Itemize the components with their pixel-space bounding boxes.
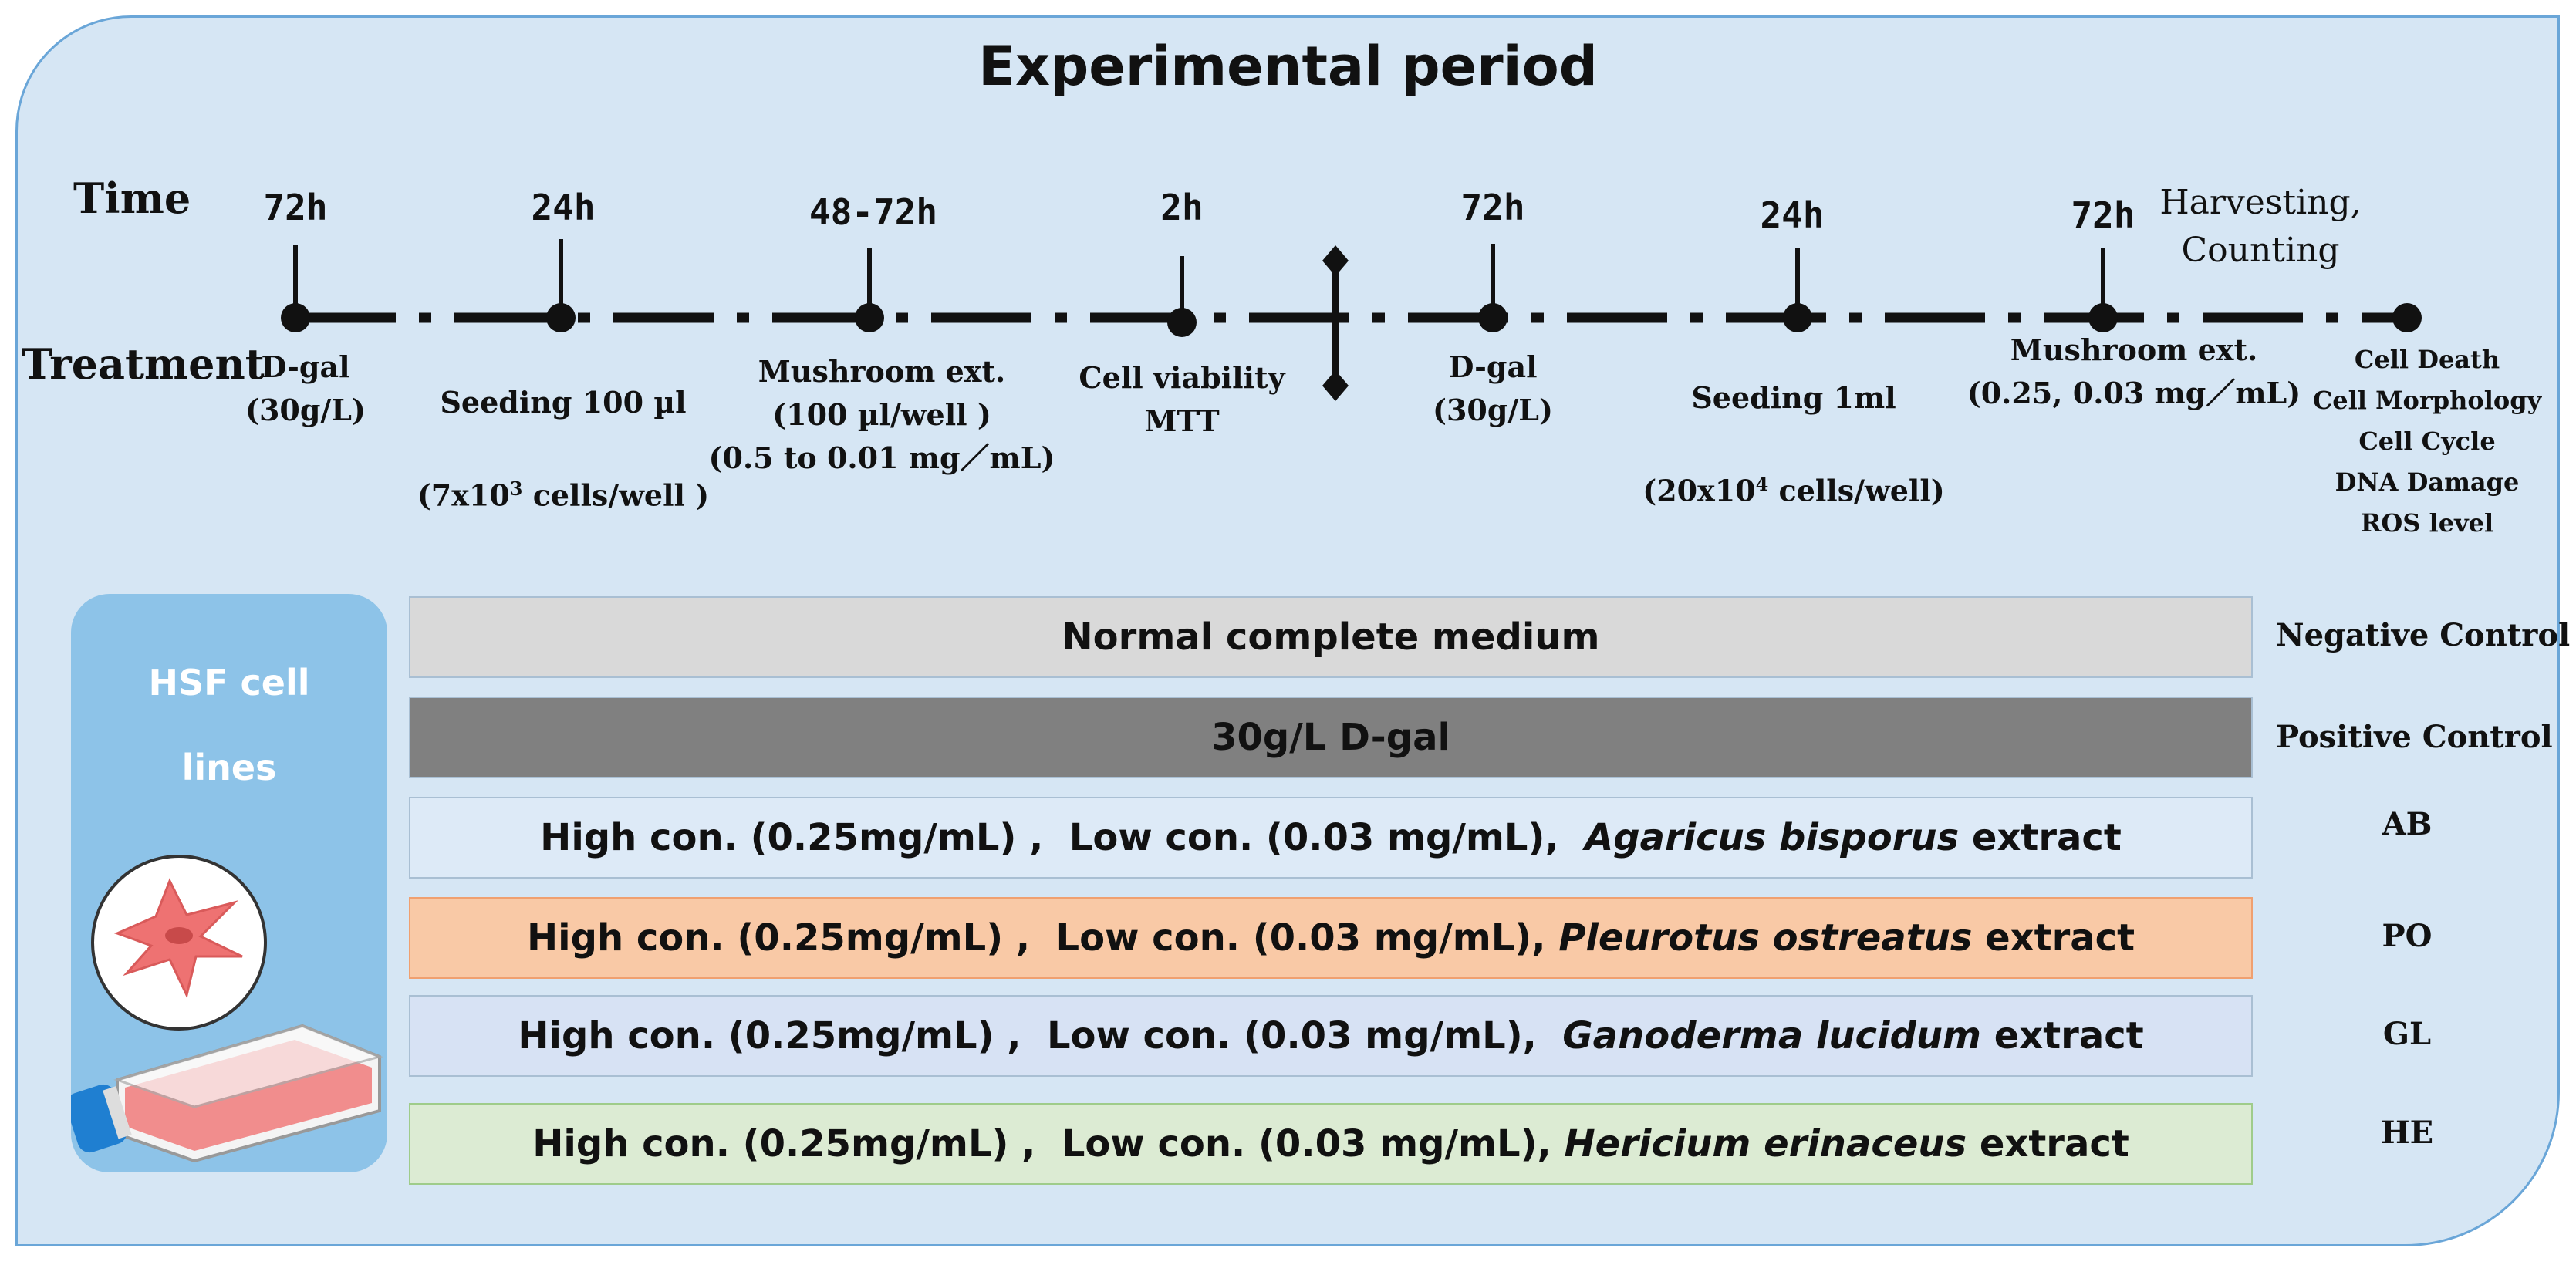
treatment-label: D-gal (30g/L)	[245, 349, 366, 427]
assay-item: DNA Damage	[2335, 467, 2520, 497]
group-label: PO	[2382, 918, 2433, 954]
group-bar-gl: High con. (0.25mg/mL) , Low con. (0.03 m…	[409, 995, 2253, 1077]
time-label: 72h	[263, 187, 328, 228]
treatment-line: (20x104 cells/well)	[1642, 473, 1945, 508]
treatment-label: Seeding 100 µl (7x103 cells/well )	[378, 338, 748, 561]
treatment-label: Cell viability MTT	[1079, 360, 1285, 438]
timeline-tick	[1478, 244, 1507, 332]
time-label: 72h	[1460, 187, 1525, 228]
assay-list: Cell Death Cell Morphology Cell Cycle DN…	[2281, 339, 2574, 544]
assay-item: ROS level	[2360, 508, 2494, 538]
timeline-tick	[281, 245, 310, 332]
group-bar-po: High con. (0.25mg/mL) , Low con. (0.03 m…	[409, 897, 2253, 979]
group-label: GL	[2382, 1016, 2432, 1052]
harvest-line: Counting	[2181, 231, 2340, 270]
time-label: 2h	[1160, 187, 1204, 228]
cell-lines-title: HSF cell lines	[148, 662, 310, 788]
group-bar-positive-control: 30g/L D-gal	[409, 697, 2253, 778]
timeline	[281, 239, 2422, 401]
time-label: 24h	[1760, 194, 1825, 236]
treatment-label: Mushroom ext. (100 µl/well ) (0.5 to 0.0…	[708, 354, 1055, 475]
treatment-row-label: Treatment	[22, 339, 265, 389]
culture-flask-icon	[71, 1024, 383, 1163]
timeline-tick	[2088, 248, 2118, 332]
time-label: 24h	[531, 187, 596, 228]
group-label: HE	[2380, 1115, 2434, 1151]
group-bar-ab: High con. (0.25mg/mL) , Low con. (0.03 m…	[409, 797, 2253, 879]
treatment-label: Seeding 1ml (20x104 cells/well)	[1609, 333, 1979, 556]
assay-item: Cell Cycle	[2358, 427, 2496, 456]
group-label: Negative Control	[2276, 617, 2571, 653]
treatment-line: Seeding 100 µl	[440, 385, 687, 420]
assay-item: Cell Morphology	[2312, 386, 2542, 415]
group-bar-negative-control: Normal complete medium	[409, 596, 2253, 678]
timeline-tick	[1783, 248, 1812, 332]
cell-lines-box: HSF cell lines	[71, 594, 387, 1172]
figure-title: Experimental period	[978, 35, 1598, 98]
time-label: 72h	[2071, 194, 2135, 236]
harvest-line: Harvesting,	[2159, 183, 2362, 222]
group-label: AB	[2382, 806, 2433, 842]
treatment-line: (7x103 cells/well )	[417, 477, 710, 513]
group-bar-he: High con. (0.25mg/mL) , Low con. (0.03 m…	[409, 1103, 2253, 1185]
timeline-tick	[546, 239, 576, 332]
group-label: Positive Control	[2276, 719, 2553, 755]
timeline-end-dot	[2392, 303, 2422, 332]
cell-illustration	[71, 855, 383, 1163]
assay-item: Cell Death	[2354, 345, 2500, 374]
timeline-tick	[1167, 256, 1197, 337]
harvest-label: Harvesting, Counting	[2098, 179, 2422, 275]
treatment-label: D-gal (30g/L)	[1432, 349, 1553, 427]
fibroblast-cell-icon	[91, 855, 267, 1031]
treatment-label: Mushroom ext. (0.25, 0.03 mg／mL)	[1967, 332, 2301, 410]
phase-divider	[1322, 245, 1349, 401]
time-row-label: Time	[73, 174, 191, 223]
timeline-tick	[855, 248, 884, 332]
time-label: 48-72h	[809, 191, 938, 233]
treatment-line: Seeding 1ml	[1691, 380, 1896, 415]
